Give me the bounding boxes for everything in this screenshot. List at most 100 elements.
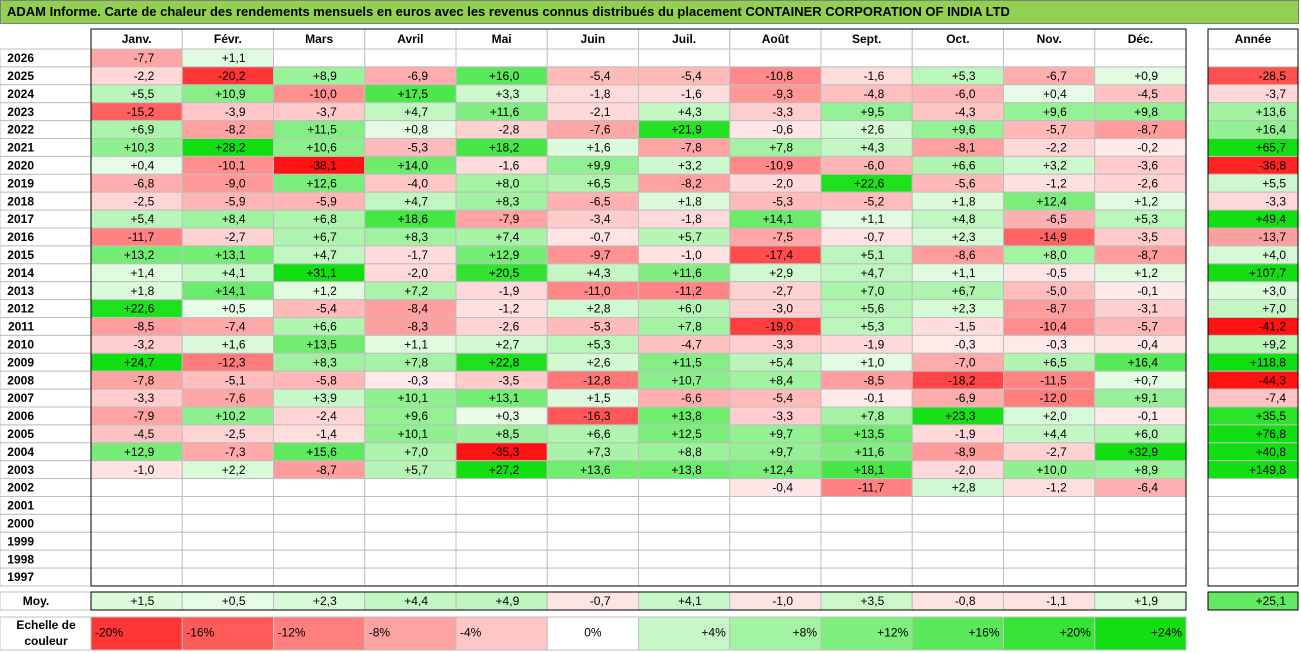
heatmap-cell [273,48,366,68]
heatmap-value: +10,6 [306,141,337,155]
year-label: 2019 [7,176,34,190]
year-label: 2008 [7,373,34,387]
scale-swatch [638,616,731,651]
heatmap-value: -9,7 [590,248,611,262]
heatmap-cell [546,478,639,498]
heatmap-cell [1003,567,1096,587]
heatmap-value: +8,9 [1134,463,1158,477]
heatmap-value: -0,5 [1046,266,1067,280]
heatmap-value: -0,1 [1137,409,1158,423]
heatmap-value: +12,5 [671,427,702,441]
annual-header-label: Année [1235,32,1272,46]
heatmap-value: +11,6 [855,445,885,459]
heatmap-value: +22,8 [489,355,520,369]
heatmap-value: -1,8 [681,212,702,226]
heatmap-value: -3,3 [772,409,793,423]
heatmap-value: -3,7 [316,105,337,119]
annual-border [1207,28,1299,587]
year-label: 1999 [7,534,34,548]
heatmap-value: -6,0 [864,159,885,173]
heatmap-cell [911,549,1004,569]
heatmap-value: -2,8 [499,123,520,137]
heatmap-value: +23,3 [945,409,976,423]
annual-value: +49,4 [1256,212,1287,226]
heatmap-value: -5,1 [225,373,246,387]
year-label: 2017 [7,212,34,226]
heatmap-value: +0,5 [222,302,246,316]
heatmap-cell [546,496,639,515]
annual-value: -3,3 [1265,194,1286,208]
heatmap-value: -35,3 [492,445,520,459]
annual-value: +3,0 [1262,284,1286,298]
heatmap-cell [364,513,457,533]
heatmap-value: -5,2 [864,194,885,208]
heatmap-value: +16,0 [489,69,520,83]
heatmap-value: +1,8 [952,194,976,208]
heatmap-cell [181,567,274,587]
heatmap-value: -7,4 [225,320,246,334]
heatmap-cell [820,513,913,533]
heatmap-cell [1003,549,1096,569]
heatmap-value: +2,9 [769,266,793,280]
heatmap-value: +0,8 [404,123,428,137]
heatmap-cell [1094,513,1187,533]
heatmap-value: +31,1 [306,266,337,280]
month-header-label: Oct. [946,32,969,46]
year-label: 2026 [7,51,34,65]
heatmap-value: +5,5 [131,87,155,101]
heatmap-value: -38,1 [309,159,337,173]
annual-value: -13,7 [1259,230,1287,244]
heatmap-cell [181,549,274,569]
annual-cell [1207,496,1299,515]
annual-cell [1207,478,1299,498]
heatmap-value: -0,4 [772,481,793,495]
heatmap-value: -7,8 [134,373,155,387]
heatmap-value: -15,2 [127,105,155,119]
annual-value: +40,8 [1256,445,1287,459]
annual-value: +16,4 [1256,123,1287,137]
heatmap-value: -5,3 [772,194,793,208]
heatmap-value: -6,4 [1137,481,1158,495]
heatmap-value: -12,8 [583,373,611,387]
heatmap-value: -0,3 [955,338,976,352]
heatmap-value: +8,9 [313,69,337,83]
heatmap-value: -0,6 [772,123,793,137]
heatmap-cell [911,48,1004,68]
heatmap-value: -8,7 [1137,123,1158,137]
heatmap-value: +7,8 [404,355,428,369]
heatmap-value: +13,1 [489,391,520,405]
heatmap-cell [638,48,731,68]
scale-swatch-label: -20% [95,626,123,640]
heatmap-value: +1,0 [861,355,885,369]
average-value: +4,4 [404,594,428,608]
heatmap-value: -5,9 [225,194,246,208]
year-label: 2004 [7,445,34,459]
heatmap-value: +13,8 [671,409,702,423]
heatmap-cell [546,513,639,533]
heatmap-value: +12,9 [124,445,155,459]
heatmap-value: +5,3 [952,69,976,83]
heatmap-value: -6,7 [1046,69,1067,83]
average-border [90,591,1187,611]
heatmap-value: +14,1 [215,284,246,298]
heatmap-value: +9,6 [1043,105,1067,119]
month-header-label: Juin [581,32,606,46]
heatmap-value: +3,2 [1043,159,1067,173]
average-label: Moy. [23,594,49,608]
heatmap-value: +24,7 [124,355,155,369]
heatmap-value: +4,7 [404,105,428,119]
heatmap-value: +8,3 [313,355,337,369]
average-value: +3,5 [861,594,885,608]
heatmap-cell [638,531,731,551]
heatmap-value: +9,6 [404,409,428,423]
heatmap-value: -3,2 [134,338,155,352]
heatmap-value: +3,3 [496,87,520,101]
heatmap-cell [364,48,457,68]
heatmap-value: +13,5 [306,338,337,352]
annual-cell [1207,48,1299,68]
heatmap-cell [1003,496,1096,515]
annual-value: +76,8 [1256,427,1287,441]
heatmap-value: +13,5 [854,427,885,441]
heatmap-value: -0,1 [864,391,885,405]
heatmap-value: +4,7 [404,194,428,208]
